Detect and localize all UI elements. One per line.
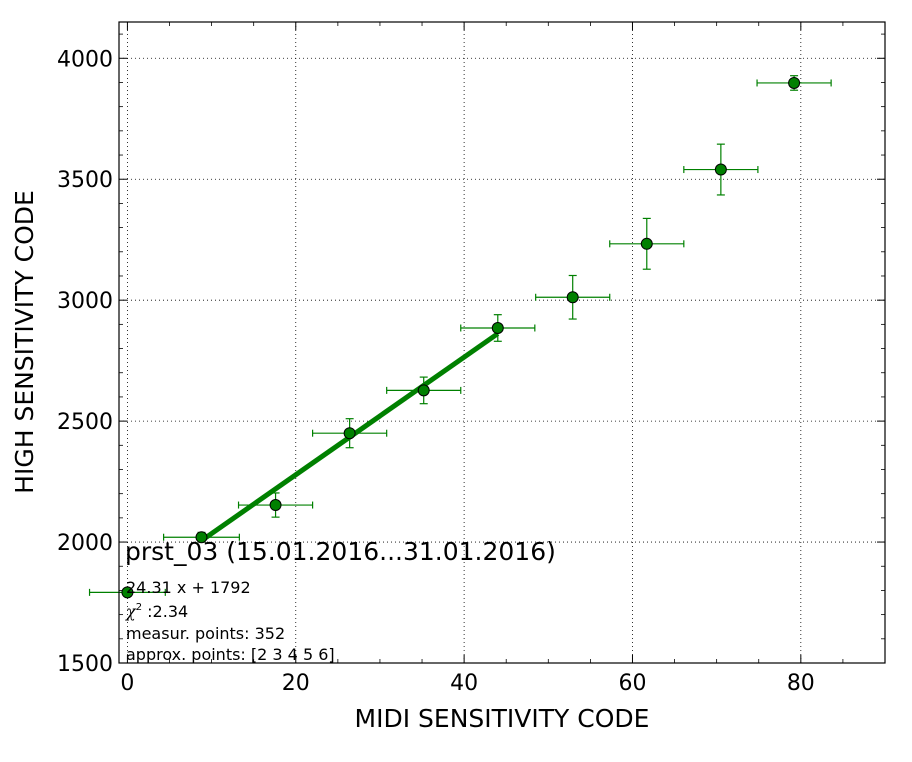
annotation-equation: 24.31 x + 1792 — [126, 578, 251, 597]
x-tick-label: 0 — [120, 671, 134, 696]
markers — [121, 76, 801, 599]
y-tick-label: 2000 — [57, 531, 113, 556]
data-point — [343, 427, 356, 440]
minor-ticks — [119, 22, 885, 663]
y-tick-label: 2500 — [57, 410, 113, 435]
x-tick-label: 60 — [618, 671, 646, 696]
x-tick-label: 80 — [787, 671, 815, 696]
y-tick-label: 3000 — [57, 289, 113, 314]
data-point — [417, 384, 430, 397]
data-point — [640, 237, 653, 250]
annotation-measur-points: measur. points: 352 — [126, 624, 285, 643]
data-point — [195, 531, 208, 544]
data-point — [788, 76, 801, 89]
x-axis-title: MIDI SENSITIVITY CODE — [355, 704, 650, 733]
x-ticks: 0 20 40 60 80 — [120, 22, 815, 696]
data-point — [491, 321, 504, 334]
chi-symbol: χ — [125, 602, 137, 621]
x-tick-label: 40 — [450, 671, 478, 696]
y-tick-label: 4000 — [57, 47, 113, 72]
plot-frame — [118, 21, 886, 664]
y-ticks: 1500 2000 2500 3000 3500 4000 — [57, 47, 885, 677]
annotation: prst_03 (15.01.2016...31.01.2016) 24.31 … — [125, 537, 556, 664]
y-tick-label: 1500 — [57, 652, 113, 677]
chi-value: :2.34 — [142, 602, 188, 621]
data-point — [121, 586, 134, 599]
grid — [119, 22, 885, 664]
y-axis-title: HIGH SENSITIVITY CODE — [10, 190, 39, 494]
annotation-chi2: χ2 :2.34 — [125, 602, 188, 621]
plot-background — [119, 22, 885, 663]
y-tick-label: 3500 — [57, 168, 113, 193]
annotation-title: prst_03 (15.01.2016...31.01.2016) — [125, 537, 556, 566]
data-point — [714, 163, 727, 176]
chi-exponent: 2 — [136, 602, 142, 613]
annotation-approx-points: approx. points: [2 3 4 5 6] — [126, 645, 335, 664]
data-point — [269, 499, 282, 512]
data-point — [566, 291, 579, 304]
x-tick-label: 20 — [282, 671, 310, 696]
